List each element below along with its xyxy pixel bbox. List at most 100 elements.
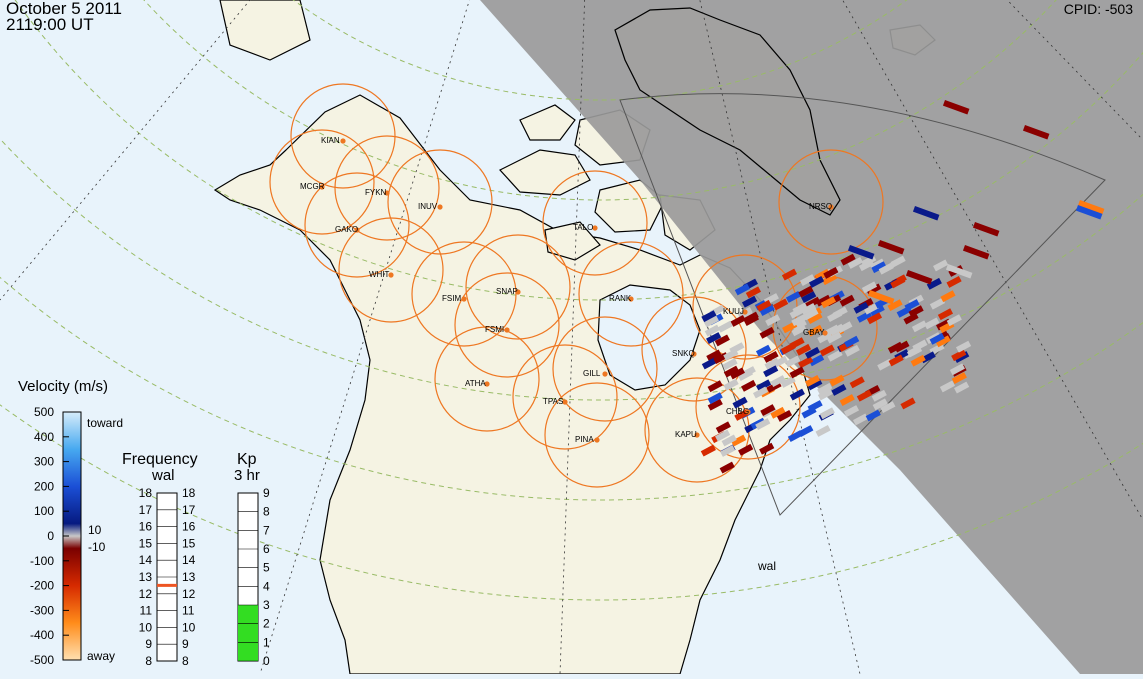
scan-cell xyxy=(759,326,775,339)
scan-cell xyxy=(804,346,821,359)
station-dot xyxy=(694,432,700,438)
frequency-tick-label: 15 xyxy=(182,536,196,550)
scan-cell xyxy=(755,344,772,357)
scan-cell xyxy=(791,319,807,331)
scan-cell xyxy=(878,262,894,275)
range-circle xyxy=(542,170,648,276)
kp-tick-label: 3 xyxy=(263,598,270,612)
range-circle xyxy=(778,149,884,255)
station-label: GBAY xyxy=(803,328,825,337)
scan-cell xyxy=(703,315,719,328)
scan-cell xyxy=(858,259,875,272)
station-label: SNKQ xyxy=(672,349,695,358)
station-dot xyxy=(384,190,390,196)
scan-cell xyxy=(714,334,730,347)
scan-cell xyxy=(844,335,860,348)
kp-tick-label: 7 xyxy=(263,523,270,537)
scan-cell xyxy=(827,349,843,362)
scan-cell xyxy=(819,344,835,357)
frequency-tick-label: 14 xyxy=(139,553,153,567)
scan-cell xyxy=(807,312,823,324)
scan-cell xyxy=(707,398,723,411)
scan-cell xyxy=(839,394,855,406)
station-label: INUV xyxy=(418,202,438,211)
station-label: RANK xyxy=(609,294,632,303)
scan-cell xyxy=(798,356,814,369)
scan-cell xyxy=(935,335,951,348)
range-circle xyxy=(304,172,410,278)
scan-cell xyxy=(887,299,903,312)
frequency-title: Frequency xyxy=(122,451,198,468)
scan-cell xyxy=(764,357,780,370)
station-label: NRSQ xyxy=(809,202,832,211)
scan-cell xyxy=(929,332,945,345)
scan-cell xyxy=(801,291,817,304)
stations: KIAN MCGR FYKN INUV GAKO WHIT TALO FSIM SNAP FSMI… xyxy=(300,136,834,573)
range-circle xyxy=(434,326,540,432)
scan-cell xyxy=(863,302,880,315)
scan-cell xyxy=(890,276,906,289)
scan-cell xyxy=(905,269,933,285)
station-dot xyxy=(515,289,521,295)
scan-cell xyxy=(789,388,805,401)
scan-cell xyxy=(826,310,843,323)
scan-cell xyxy=(815,294,832,307)
range-circle xyxy=(338,217,444,323)
station-dot xyxy=(592,225,598,231)
scan-cell xyxy=(707,392,723,405)
scan-cell xyxy=(910,354,926,367)
station-label: TPAS xyxy=(543,397,563,406)
frequency-tick-label: 9 xyxy=(145,637,152,651)
scan-cell xyxy=(853,301,869,314)
station-label: FSMI xyxy=(485,325,504,334)
scan-cell xyxy=(707,380,723,393)
station-dot xyxy=(319,184,325,190)
scan-cell xyxy=(765,314,781,327)
scan-cell xyxy=(807,324,823,337)
scan-cell xyxy=(912,205,940,221)
range-circle xyxy=(695,354,801,460)
range-circle xyxy=(512,344,618,450)
scan-cell xyxy=(972,221,1000,237)
scan-cell xyxy=(720,444,736,457)
scan-cell xyxy=(734,283,750,296)
scan-cell xyxy=(887,341,904,354)
frequency-tick-label: 17 xyxy=(182,503,196,517)
range-circles xyxy=(269,83,884,488)
scan-cell xyxy=(755,418,771,430)
scan-cell xyxy=(946,314,962,327)
range-circle xyxy=(552,316,658,422)
scan-cell xyxy=(911,320,928,333)
night-region xyxy=(480,0,1143,674)
velocity-colorbar: 500 400 300 200 100 0 -100 -200 -300 -400 -500 xyxy=(30,405,82,667)
scan-cell xyxy=(745,286,761,299)
frequency-tick-label: 16 xyxy=(139,520,153,534)
frequency-tick-label: 18 xyxy=(182,486,196,500)
velocity-tick-label: -100 xyxy=(30,554,54,568)
velocity-tick-label: 300 xyxy=(34,455,54,469)
kp-tick-label: 0 xyxy=(263,654,270,668)
station-dot xyxy=(388,272,394,278)
kp-tick-label: 4 xyxy=(263,579,270,593)
scan-cell xyxy=(756,379,772,392)
scan-cell xyxy=(715,421,731,434)
velocity-tick-label: 0 xyxy=(47,529,54,543)
scan-cell xyxy=(763,365,779,378)
scan-cell xyxy=(729,367,745,380)
station-dot xyxy=(822,330,828,336)
range-circle xyxy=(465,234,571,340)
station-label: GILL xyxy=(583,369,601,378)
station-label: SNAP xyxy=(496,287,518,296)
frequency-tick-label: 9 xyxy=(182,637,189,651)
range-circle xyxy=(454,272,560,378)
frequency-subtitle: wal xyxy=(152,467,175,484)
scan-cell xyxy=(819,407,835,420)
station-label: FSIM xyxy=(442,294,461,303)
scan-cell xyxy=(929,297,946,310)
scan-cell xyxy=(940,290,956,303)
frequency-tick-label: 12 xyxy=(139,587,153,601)
scan-cell xyxy=(800,303,817,315)
station-dot xyxy=(562,399,568,405)
time-label: 2119:00 UT xyxy=(6,15,94,34)
